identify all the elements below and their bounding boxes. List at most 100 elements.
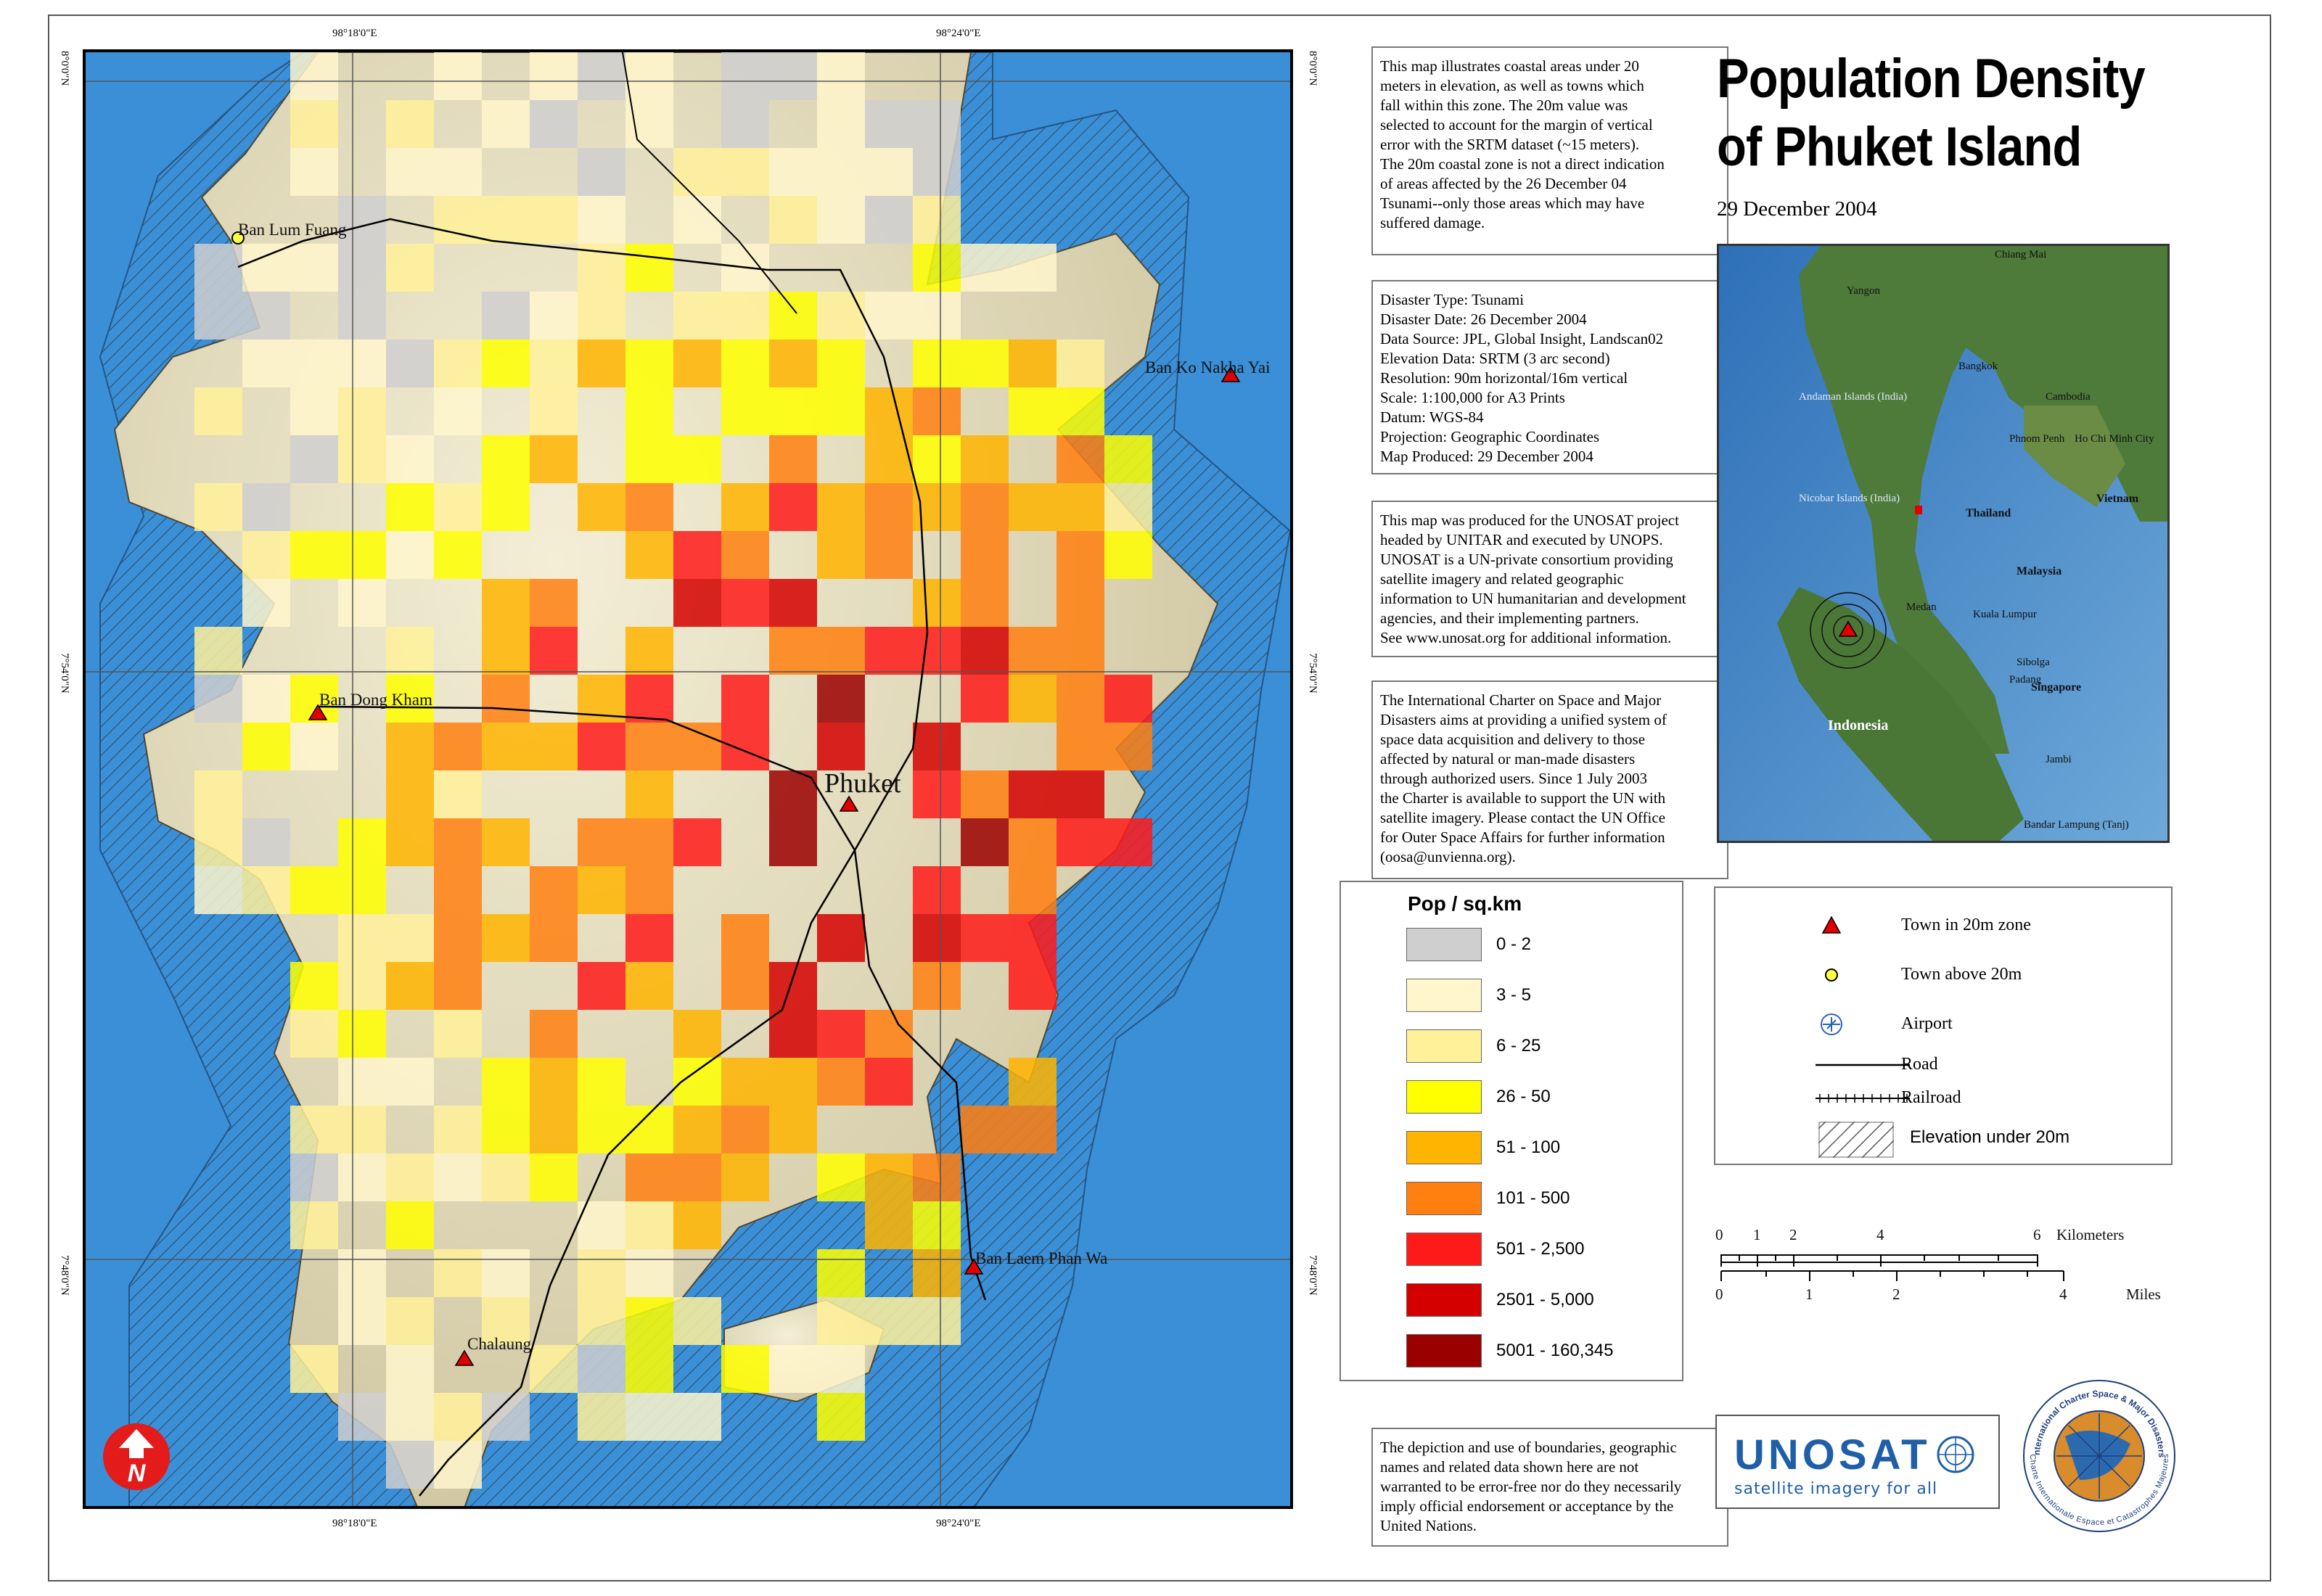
town-ban-dong-kham[interactable] xyxy=(308,704,328,720)
density-cell xyxy=(1057,627,1104,675)
town-above-ban-lum-fuang[interactable] xyxy=(231,231,245,244)
density-cell xyxy=(386,244,434,292)
inset-label-phnom: Phnom Penh xyxy=(2009,433,2065,445)
density-cell xyxy=(290,1201,338,1249)
metadata-line: Elevation Data: SRTM (3 arc second) xyxy=(1380,350,1610,367)
density-cell xyxy=(530,340,578,387)
symbol-label: Road xyxy=(1901,1055,1938,1074)
density-cell xyxy=(338,196,386,244)
density-cell xyxy=(578,1345,625,1393)
metadata-box: Disaster Type: Tsunami Disaster Date: 26… xyxy=(1371,280,1728,474)
density-cell xyxy=(386,627,434,675)
density-cell xyxy=(817,52,865,100)
symbol-row: Airport xyxy=(1715,1008,2171,1040)
density-cell xyxy=(769,340,817,387)
density-cell xyxy=(769,579,817,627)
charter-info-box: The International Charter on Space and M… xyxy=(1371,680,1728,879)
density-cell xyxy=(482,1153,530,1201)
disclaimer-line: The depiction and use of boundaries, geo… xyxy=(1380,1439,1677,1456)
charter-seal-icon: International Charter Space & Major Disa… xyxy=(2022,1378,2175,1532)
scale-km-tick: 2 xyxy=(1789,1226,1797,1243)
town-ban-laem-phan-wa[interactable] xyxy=(964,1258,984,1275)
label-chalaung: Chalaung xyxy=(467,1335,532,1353)
density-cell xyxy=(1009,627,1057,675)
town-ban-ko-nakha-yai[interactable] xyxy=(1221,366,1241,382)
density-cell xyxy=(625,914,673,962)
density-cell xyxy=(386,1058,434,1106)
symbol-row: Elevation under 20m xyxy=(1715,1122,2171,1158)
density-cell xyxy=(673,1297,721,1345)
density-cell xyxy=(242,723,290,770)
density-cell xyxy=(1009,818,1057,866)
density-cell xyxy=(817,1058,865,1106)
density-cell xyxy=(673,1010,721,1058)
density-cell xyxy=(434,1106,482,1153)
density-cell xyxy=(817,100,865,148)
inset-label-sibolga: Sibolga xyxy=(2017,657,2050,668)
density-cell xyxy=(482,435,530,483)
density-cell xyxy=(386,723,434,770)
density-cell xyxy=(386,1153,434,1201)
legend-row: 3 - 5 xyxy=(1406,978,1531,1013)
legend-row: 2501 - 5,000 xyxy=(1406,1283,1594,1317)
inset-epicenter-ring xyxy=(1821,604,1875,657)
density-cell xyxy=(721,531,769,579)
density-cell xyxy=(242,244,290,292)
legend-swatch xyxy=(1406,979,1482,1012)
density-cell xyxy=(721,292,769,340)
density-cell xyxy=(625,435,673,483)
density-cell xyxy=(434,962,482,1010)
legend-swatch xyxy=(1406,1233,1482,1266)
density-cell xyxy=(242,866,290,914)
density-cell xyxy=(578,723,625,770)
density-cell xyxy=(290,387,338,435)
density-cell xyxy=(961,435,1009,483)
density-cell xyxy=(194,770,242,818)
density-cell xyxy=(1057,579,1104,627)
density-cell xyxy=(530,579,578,627)
inset-mainland xyxy=(1799,246,2167,754)
density-cell xyxy=(625,627,673,675)
density-cell xyxy=(1009,1058,1057,1106)
inset-phuket-marker xyxy=(1915,506,1922,514)
legend-label: 51 - 100 xyxy=(1496,1138,1561,1157)
density-cell xyxy=(530,1345,578,1393)
inset-map[interactable]: Yangon Chiang Mai Bangkok Andaman Island… xyxy=(1717,244,2170,843)
density-cell xyxy=(1104,723,1152,770)
town-chalaung[interactable] xyxy=(454,1349,475,1366)
main-map[interactable]: Ban Lum Fuang Ban Ko Nakha Yai Ban Dong … xyxy=(83,49,1293,1509)
density-cell xyxy=(913,196,961,244)
density-cell xyxy=(578,52,625,100)
unosat-info-line: UNOSAT is a UN-private consortium provid… xyxy=(1380,551,1673,568)
town-phuket[interactable] xyxy=(839,795,859,812)
symbol-row: Road xyxy=(1715,1049,2171,1081)
disclaimer-line: warranted to be error-free nor do they n… xyxy=(1380,1478,1682,1495)
density-cell xyxy=(913,1153,961,1201)
density-cell xyxy=(530,435,578,483)
density-cell xyxy=(194,675,242,723)
coord-left-top: 8°0'0"N xyxy=(59,51,70,86)
density-cell xyxy=(817,292,865,340)
density-cell xyxy=(338,292,386,340)
road-west xyxy=(317,705,856,851)
density-cell xyxy=(434,1441,482,1489)
density-cell xyxy=(482,914,530,962)
metadata-line: Projection: Geographic Coordinates xyxy=(1380,428,1600,445)
elevation-hatch-icon xyxy=(1818,1122,1894,1158)
legend-row: 26 - 50 xyxy=(1406,1079,1551,1114)
inset-epicenter-ring xyxy=(1833,615,1863,646)
density-cell xyxy=(625,818,673,866)
density-cell xyxy=(530,52,578,100)
density-cell xyxy=(625,100,673,148)
town-above-icon xyxy=(1825,968,1838,982)
density-cell xyxy=(530,723,578,770)
legend-swatch xyxy=(1406,1334,1482,1367)
density-cell xyxy=(530,292,578,340)
density-cell xyxy=(338,1297,386,1345)
density-cell xyxy=(625,244,673,292)
unosat-logo[interactable]: UNOSAT satellite imagery for all xyxy=(1715,1415,2000,1509)
road-icon xyxy=(1816,1064,1910,1066)
density-cell xyxy=(817,196,865,244)
unosat-logo-name: UNOSAT xyxy=(1734,1431,1931,1478)
density-cell xyxy=(769,1010,817,1058)
